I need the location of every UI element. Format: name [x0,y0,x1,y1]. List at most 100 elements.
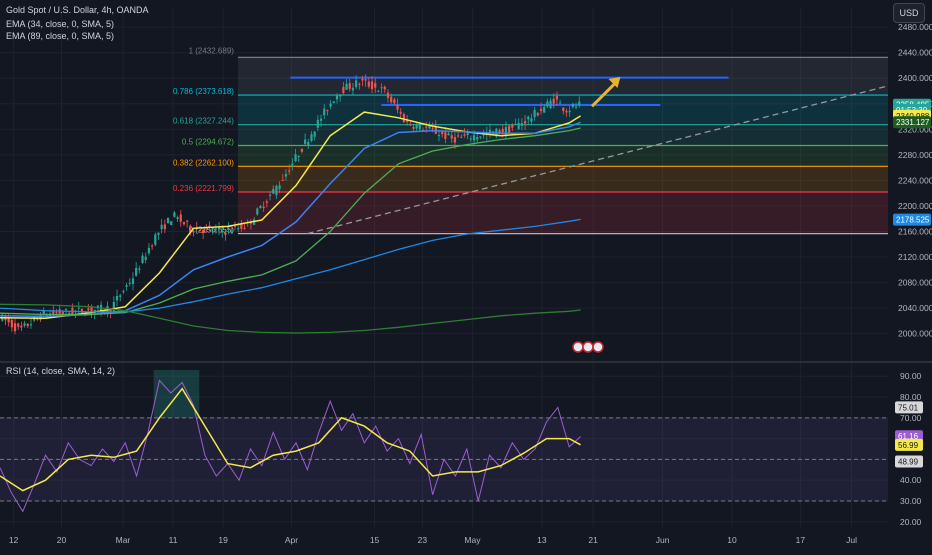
rsi-axis-label: 90.00 [900,371,922,381]
candle-body [42,310,45,315]
grid [0,8,888,528]
rsi-axis-label: 30.00 [900,496,922,506]
candle-body [310,134,313,141]
time-axis-label: Jun [656,535,670,545]
time-axis-label: 19 [218,535,228,545]
candle-body [135,267,138,276]
rsi-axis-label: 70.00 [900,413,922,423]
candle-body [437,135,441,137]
candle-body [425,126,428,128]
time-axis-label: 21 [588,535,598,545]
fib-level-label: 0.382 (2262.100) [173,158,234,167]
candle-body [297,155,300,157]
candle-body [562,107,565,112]
candle-body [189,225,192,232]
candle-body [386,92,390,98]
candle-body [450,135,453,139]
candle-body [275,185,278,196]
projection-arrow-head [608,76,621,88]
candle-body [217,227,221,229]
candle-body [418,123,421,130]
candle-body [224,232,227,235]
candle-body [412,127,415,129]
candle-body [568,110,571,113]
candle-body [441,131,444,135]
time-axis-label: 13 [537,535,547,545]
candle-body [390,96,393,103]
candle-body [453,137,457,143]
rsi-legend[interactable]: RSI (14, close, SMA, 14, 2) [6,366,116,376]
time-axis-label: 11 [169,535,178,545]
candle-body [380,87,383,89]
ema89-legend[interactable]: EMA (89, close, 0, SMA, 5) [6,31,115,41]
currency-button[interactable]: USD [893,3,925,23]
candle-body [182,222,186,225]
candle-body [80,308,84,313]
candle-body [115,295,119,301]
rsi-axis-label: 40.00 [900,475,922,485]
candle-body [377,91,380,93]
candle-body [300,148,304,152]
rsi-axis-label: 20.00 [900,517,922,527]
candle-body [431,128,434,130]
candle-body [268,194,272,196]
rsi-tag-label: 61.16 [898,432,919,441]
candle-body [294,154,297,162]
candle-body [460,136,463,138]
ema-line [0,218,581,313]
time-axis-label: May [464,535,481,545]
candle-body [227,228,230,230]
candle-body [13,323,17,332]
candle-body [272,189,275,194]
ema34-legend[interactable]: EMA (34, close, 0, SMA, 5) [6,19,115,29]
candle-body [192,231,195,233]
candle-body [237,228,240,230]
candle-body [77,307,80,309]
candle-body [457,135,460,137]
rsi-tag [895,455,923,468]
candle-body [313,131,316,137]
price-axis-label: 2080.000 [898,278,932,288]
candle-body [119,295,122,297]
candle-body [508,125,511,134]
candle-body [335,94,339,100]
candle-body [304,139,307,144]
candle-body [536,112,539,116]
candle-body [230,231,233,233]
candle-body [552,98,555,104]
candle-body [170,221,173,226]
candle-body [332,101,335,103]
ema-line [0,303,581,334]
candle-body [173,212,176,217]
price-axis-label: 2200.000 [898,201,932,211]
candle-body [574,106,578,108]
symbol-legend[interactable]: Gold Spot / U.S. Dollar, 4h, OANDA [6,5,149,15]
time-axis-label: Apr [285,535,298,545]
rsi-tag-label: 56.99 [898,441,919,450]
time-axis-label: Jul [846,535,857,545]
candle-body [214,228,217,230]
candle-body [399,111,402,114]
candle-body [125,285,128,287]
price-axis-label: 2160.000 [898,226,932,236]
candle-body [138,268,141,270]
economic-event-icon [572,341,584,353]
candle-body [150,245,154,247]
rsi-line [0,387,581,492]
candle-body [498,130,501,134]
candle-body [355,80,358,88]
candle-body [466,132,469,135]
fib-zone [237,145,888,167]
candle-body [374,83,377,88]
rsi-tag [895,401,923,414]
candle-body [469,138,472,140]
time-axis-label: 20 [57,535,67,545]
candle-body [383,86,386,90]
candle-body [243,227,246,229]
candle-body [523,120,527,124]
candle-body [326,110,329,112]
candle-body [406,120,409,122]
